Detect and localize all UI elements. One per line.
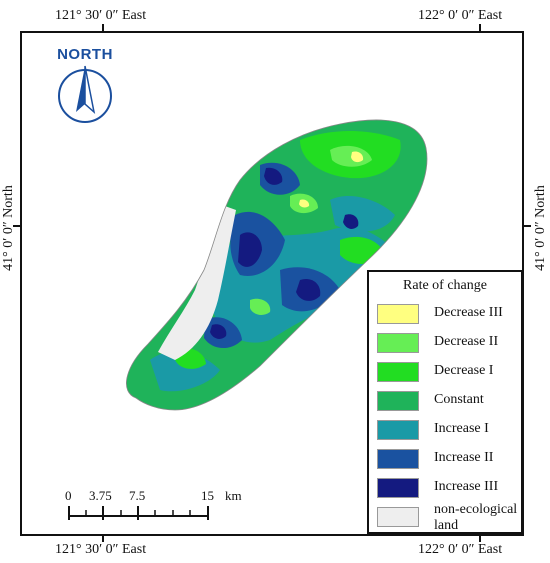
- tick-top-left: [102, 24, 104, 33]
- increase-iii-area: [264, 167, 283, 185]
- legend-label: Increase III: [434, 479, 499, 494]
- legend-swatch: [377, 333, 419, 353]
- legend-label: Increase I: [434, 421, 489, 436]
- legend-item-increase-iii: Increase III: [377, 478, 517, 502]
- tick-top-right: [479, 24, 481, 33]
- legend-item-decrease-ii: Decrease II: [377, 333, 517, 357]
- non-ecological-area: [158, 205, 236, 360]
- increase-iii-area: [238, 232, 262, 267]
- scale-tick-label: 7.5: [129, 488, 146, 503]
- scale-bar-graphic: [68, 506, 209, 520]
- scale-unit: km: [225, 488, 242, 503]
- decrease-ii-area: [250, 298, 271, 315]
- scale-tick-label: 0: [65, 488, 72, 503]
- tick-bottom-left: [102, 534, 104, 542]
- legend-label: Decrease I: [434, 363, 494, 378]
- legend-label: Decrease II: [434, 334, 499, 349]
- increase-iii-area: [343, 214, 359, 229]
- legend-swatch: [377, 304, 419, 324]
- legend-title: Rate of change: [403, 278, 487, 293]
- north-arrow: NORTH: [50, 46, 120, 126]
- decrease-iii-area: [351, 151, 364, 163]
- increase-iii-area: [296, 278, 321, 301]
- legend-item-constant: Constant: [377, 391, 517, 415]
- legend-label: Increase II: [434, 450, 494, 465]
- tick-right: [522, 225, 531, 227]
- coord-bottom-right: 122° 0′ 0″ East: [418, 542, 503, 557]
- legend-swatch: [377, 478, 419, 498]
- scale-bar: 0 3.75 7.5 15 km: [65, 488, 242, 524]
- decrease-ii-area: [330, 145, 372, 167]
- tick-left: [13, 225, 22, 227]
- scale-tick-label: 15: [201, 488, 214, 503]
- legend-label: non-ecological land: [434, 502, 518, 533]
- legend-item-decrease-i: Decrease I: [377, 362, 517, 386]
- legend-item-increase-ii: Increase II: [377, 449, 517, 473]
- decrease-iii-area: [299, 199, 310, 208]
- legend-label: Decrease III: [434, 305, 503, 320]
- map-frame: [20, 31, 524, 536]
- legend-swatch: [377, 420, 419, 440]
- legend: Rate of change Decrease III Decrease II …: [367, 270, 523, 534]
- legend-item-increase-i: Increase I: [377, 420, 517, 444]
- legend-swatch: [377, 507, 419, 527]
- legend-swatch: [377, 449, 419, 469]
- legend-item-decrease-iii: Decrease III: [377, 304, 517, 328]
- legend-swatch: [377, 391, 419, 411]
- scale-tick-label: 3.75: [89, 488, 112, 503]
- legend-item-non-ecological: non-ecological land: [377, 502, 517, 533]
- north-arrow-icon: [58, 65, 112, 123]
- study-area-outline: [126, 119, 428, 411]
- tick-bottom-right: [479, 534, 481, 542]
- increase-iii-area: [210, 324, 227, 339]
- legend-label: Constant: [434, 392, 484, 407]
- legend-swatch: [377, 362, 419, 382]
- coord-bottom-left: 121° 30′ 0″ East: [55, 542, 147, 557]
- coord-top-right: 122° 0′ 0″ East: [418, 8, 503, 23]
- north-label: NORTH: [57, 46, 113, 63]
- coord-top-left: 121° 30′ 0″ East: [55, 8, 147, 23]
